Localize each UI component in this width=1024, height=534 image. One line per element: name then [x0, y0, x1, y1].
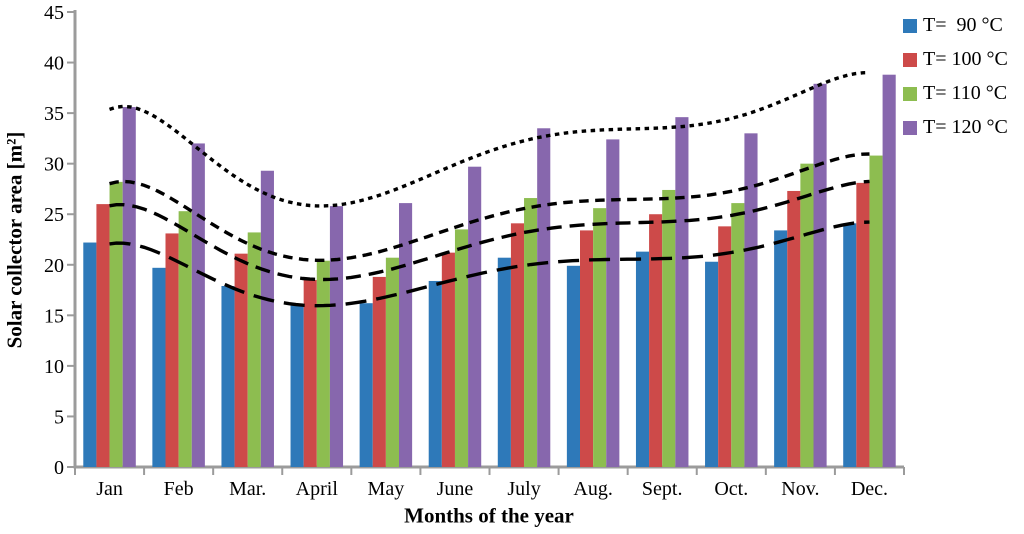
x-tick-label: Aug.	[573, 478, 612, 500]
bar-oct-series3	[744, 133, 758, 468]
bar-dec-series0	[843, 223, 857, 467]
bar-aug-series3	[606, 139, 620, 467]
bar-may-series1	[372, 276, 386, 467]
legend-swatch-icon	[903, 52, 917, 67]
x-tick-label: June	[437, 478, 474, 500]
y-tick-label: 30	[44, 154, 64, 176]
bar-feb-series0	[152, 267, 166, 467]
bar-jan-series1	[96, 204, 110, 467]
bar-aug-series2	[593, 208, 607, 467]
bar-feb-series1	[165, 233, 179, 467]
y-tick-label: 20	[44, 255, 64, 277]
bar-nov-series0	[774, 230, 788, 467]
x-tick-label: Sept.	[642, 478, 683, 500]
bar-june-series2	[454, 229, 469, 467]
x-tick-label: May	[368, 478, 405, 500]
bar-aug-series1	[579, 230, 594, 467]
y-tick-label: 0	[54, 457, 64, 479]
bar-jan-series3	[122, 107, 136, 468]
y-tick-label: 25	[44, 204, 64, 226]
bar-sept-series2	[662, 189, 676, 467]
y-tick-label: 40	[44, 53, 64, 75]
legend-label: T= 100 °C	[923, 48, 1008, 70]
bar-nov-series3	[813, 83, 827, 468]
y-tick-label: 35	[44, 103, 64, 125]
legend-swatch-icon	[903, 86, 917, 101]
bar-dec-series1	[856, 182, 870, 467]
bar-jan-series0	[83, 242, 97, 467]
bar-april-series1	[303, 279, 317, 467]
x-tick-label: Dec.	[851, 478, 888, 500]
bar-nov-series2	[800, 163, 814, 467]
legend-item-series2: T= 110 °C	[903, 82, 1008, 105]
legend-item-series1: T= 100 °C	[903, 48, 1008, 71]
bar-july-series1	[510, 223, 525, 467]
trendline-series0	[109, 220, 870, 308]
bar-may-series0	[359, 303, 373, 467]
x-tick-label: Feb	[164, 478, 194, 500]
x-tick-label: July	[507, 478, 540, 500]
bar-dec-series2	[869, 155, 883, 468]
legend-label: T= 110 °C	[923, 82, 1008, 104]
legend-label: T= 90 °C	[923, 14, 1003, 36]
y-tick-label: 10	[44, 356, 64, 378]
bar-april-series2	[316, 260, 330, 467]
trendline-series1	[109, 179, 870, 282]
bar-may-series3	[399, 203, 413, 467]
bar-july-series2	[524, 198, 538, 468]
legend-swatch-icon	[903, 120, 917, 135]
trendline-series3	[108, 70, 870, 208]
bar-feb-series2	[178, 211, 192, 467]
x-tick-label: Nov.	[781, 478, 819, 500]
bar-oct-series1	[718, 226, 732, 467]
bar-dec-series3	[882, 74, 896, 467]
legend-swatch-icon	[903, 18, 917, 33]
y-tick-label: 45	[44, 2, 64, 24]
y-tick-label: 5	[54, 406, 64, 428]
x-tick-label: Jan	[96, 478, 123, 500]
trendline-series2	[109, 152, 870, 262]
bar-june-series1	[441, 252, 455, 467]
bar-sept-series3	[675, 117, 689, 468]
bar-july-series3	[537, 128, 551, 467]
bar-mar-series3	[260, 170, 274, 467]
bar-may-series2	[385, 257, 400, 467]
bar-oct-series0	[705, 261, 719, 467]
legend-item-series3: T= 120 °C	[903, 116, 1008, 139]
bar-mar-series0	[221, 286, 235, 467]
bar-aug-series0	[566, 265, 580, 467]
bar-june-series0	[428, 280, 442, 467]
bar-sept-series1	[649, 214, 663, 467]
legend: T= 90 °C T= 100 °C T= 110 °C T= 120 °C	[903, 14, 1008, 139]
y-tick-label: 15	[44, 305, 64, 327]
x-tick-label: April	[296, 478, 339, 500]
bar-july-series0	[497, 257, 511, 467]
bar-april-series0	[290, 305, 304, 467]
bar-feb-series3	[191, 143, 205, 467]
legend-label: T= 120 °C	[923, 116, 1008, 138]
bar-mar-series1	[234, 253, 248, 467]
bar-oct-series2	[731, 203, 745, 467]
bar-nov-series1	[787, 190, 801, 467]
x-axis-title: Months of the year	[404, 503, 574, 528]
bar-june-series3	[468, 166, 482, 467]
bar-april-series3	[329, 206, 344, 467]
bar-jan-series2	[109, 181, 123, 467]
bar-mar-series2	[247, 232, 261, 467]
legend-item-series0: T= 90 °C	[903, 14, 1008, 37]
bar-sept-series0	[635, 251, 650, 467]
x-tick-label: Oct.	[714, 478, 748, 500]
x-tick-label: Mar.	[229, 478, 266, 500]
